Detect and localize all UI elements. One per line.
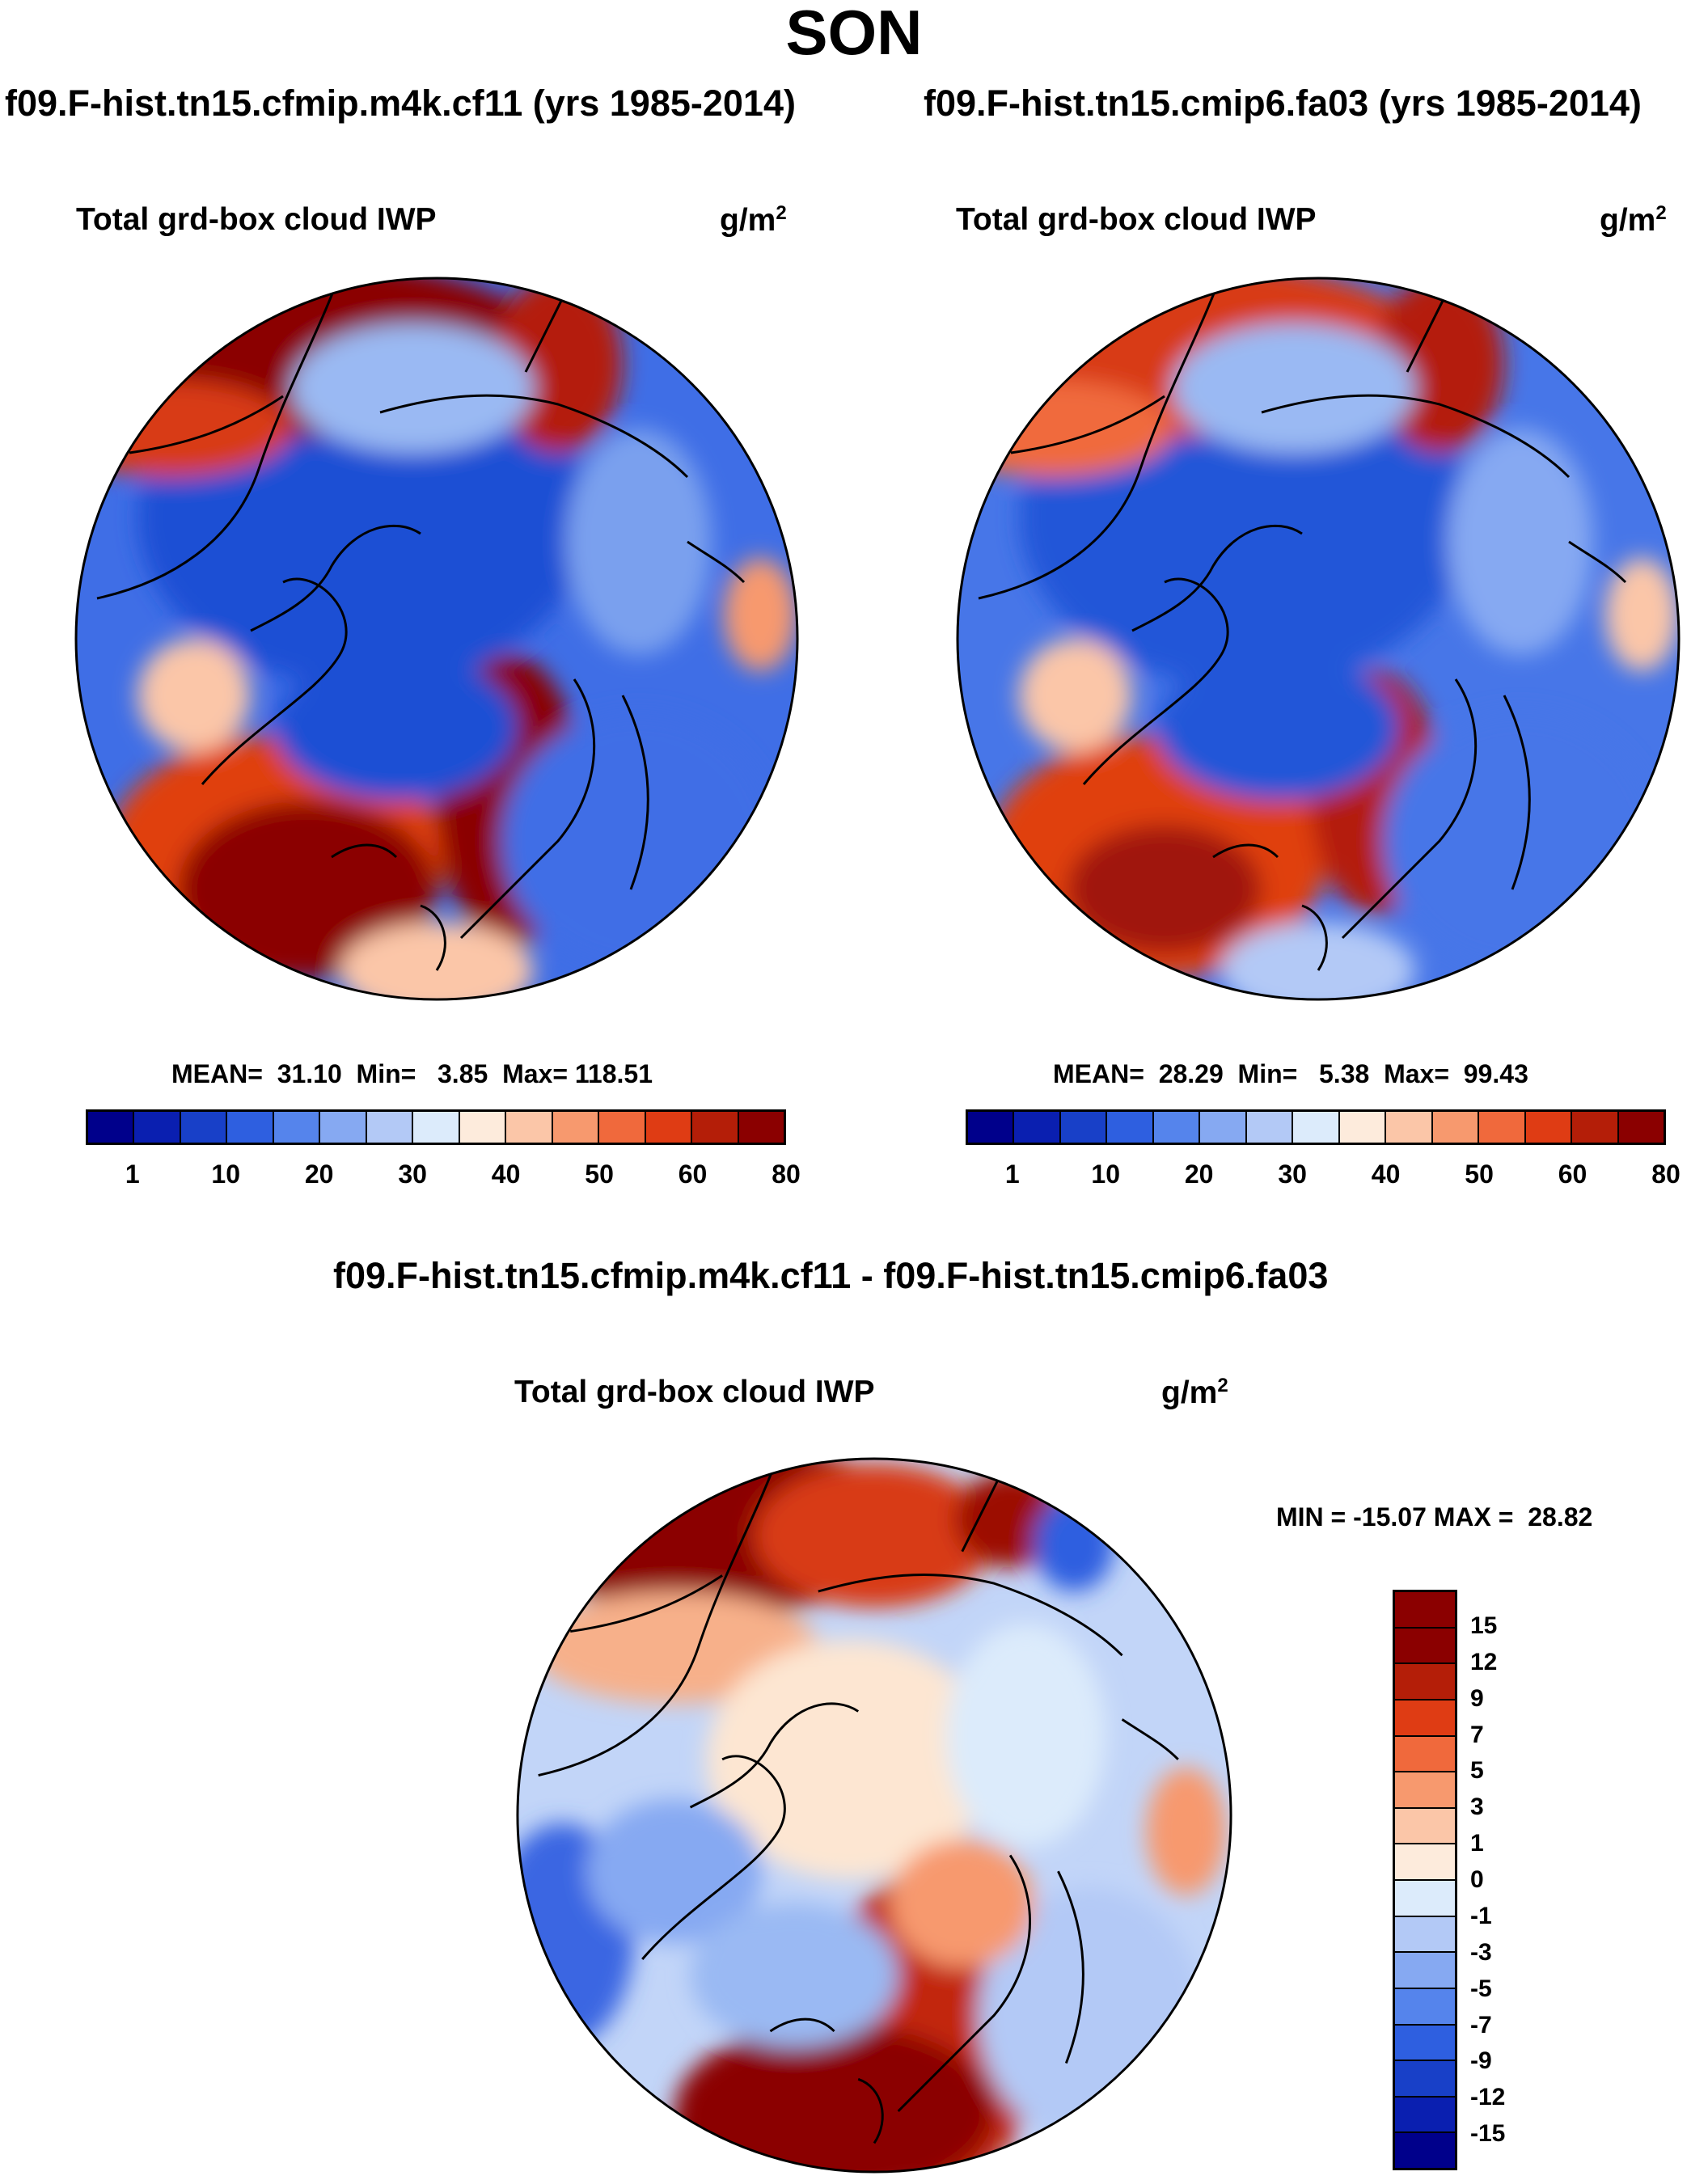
colorbar-label: 0: [1470, 1866, 1484, 1893]
colorbar-label: -12: [1470, 2084, 1506, 2111]
colorbar-swatch: [1293, 1112, 1340, 1143]
right-colorbar-labels: 1 10 20 30 40 50 60 80: [966, 1160, 1681, 1192]
colorbar-swatch: [1572, 1112, 1619, 1143]
colorbar-swatch: [1395, 1592, 1455, 1629]
colorbar-label: 40: [1371, 1160, 1401, 1189]
colorbar-label: 80: [1651, 1160, 1681, 1189]
right-run-title: f09.F-hist.tn15.cmip6.fa03 (yrs 1985-201…: [924, 82, 1642, 124]
colorbar-swatch: [1107, 1112, 1154, 1143]
colorbar-swatch: [413, 1112, 460, 1143]
right-colorbar: [966, 1109, 1666, 1145]
colorbar-swatch: [88, 1112, 135, 1143]
colorbar-swatch: [738, 1112, 784, 1143]
diff-units: g/m2: [1161, 1375, 1228, 1410]
colorbar-swatch: [1618, 1112, 1664, 1143]
season-title: SON: [785, 0, 923, 68]
colorbar-label: 5: [1470, 1757, 1484, 1785]
colorbar-label: -15: [1470, 2120, 1506, 2148]
colorbar-label: -9: [1470, 2047, 1492, 2075]
colorbar-swatch: [1395, 2025, 1455, 2062]
colorbar-label: -5: [1470, 1975, 1492, 2002]
left-colorbar-labels: 1 10 20 30 40 50 60 80: [86, 1160, 801, 1192]
colorbar-swatch: [1200, 1112, 1247, 1143]
colorbar-swatch: [968, 1112, 1015, 1143]
colorbar-swatch: [1395, 2133, 1455, 2168]
colorbar-label: 60: [678, 1160, 708, 1189]
colorbar-swatch: [1395, 2097, 1455, 2134]
colorbar-label: 50: [585, 1160, 614, 1189]
colorbar-label: 30: [398, 1160, 427, 1189]
colorbar-label: -7: [1470, 2011, 1492, 2038]
colorbar-label: 50: [1465, 1160, 1494, 1189]
colorbar-swatch: [366, 1112, 414, 1143]
colorbar-label: 1: [125, 1160, 140, 1189]
colorbar-swatch: [1395, 1772, 1455, 1809]
colorbar-swatch: [1395, 1953, 1455, 1989]
colorbar-label: 30: [1278, 1160, 1307, 1189]
colorbar-swatch: [1395, 1988, 1455, 2026]
colorbar-label: 80: [772, 1160, 801, 1189]
right-polar-map: [956, 277, 1681, 1001]
colorbar-swatch: [645, 1112, 693, 1143]
colorbar-swatch: [1395, 1736, 1455, 1773]
colorbar-swatch: [1395, 1916, 1455, 1954]
colorbar-swatch: [1395, 1881, 1455, 1917]
diff-stats: MIN = -15.07 MAX = 28.82: [1276, 1502, 1593, 1531]
colorbar-swatch: [599, 1112, 646, 1143]
diff-variable-title: Total grd-box cloud IWP: [514, 1375, 875, 1409]
colorbar-swatch: [1060, 1112, 1108, 1143]
colorbar-swatch: [1525, 1112, 1573, 1143]
diff-colorbar: [1393, 1590, 1457, 2170]
colorbar-swatch: [459, 1112, 507, 1143]
right-stats: MEAN= 28.29 Min= 5.38 Max= 99.43: [1053, 1059, 1528, 1088]
colorbar-swatch: [1153, 1112, 1201, 1143]
left-colorbar: [86, 1109, 786, 1145]
colorbar-label: -3: [1470, 1938, 1492, 1966]
colorbar-swatch: [180, 1112, 228, 1143]
colorbar-label: 15: [1470, 1612, 1498, 1639]
colorbar-label: -1: [1470, 1902, 1492, 1929]
colorbar-swatch: [1395, 2061, 1455, 2098]
colorbar-swatch: [1386, 1112, 1433, 1143]
colorbar-label: 1: [1004, 1160, 1020, 1189]
colorbar-swatch: [227, 1112, 274, 1143]
colorbar-swatch: [273, 1112, 321, 1143]
colorbar-label: 20: [1184, 1160, 1214, 1189]
left-stats: MEAN= 31.10 Min= 3.85 Max= 118.51: [171, 1059, 653, 1088]
colorbar-swatch: [1395, 1844, 1455, 1881]
right-units: g/m2: [1600, 202, 1667, 238]
colorbar-swatch: [1395, 1808, 1455, 1845]
colorbar-label: 20: [304, 1160, 334, 1189]
right-variable-title: Total grd-box cloud IWP: [956, 202, 1317, 237]
colorbar-swatch: [1246, 1112, 1294, 1143]
colorbar-label: 1: [1470, 1830, 1484, 1857]
diff-run-title: f09.F-hist.tn15.cfmip.m4k.cf11 - f09.F-h…: [333, 1255, 1329, 1296]
left-units: g/m2: [720, 202, 787, 238]
colorbar-label: 7: [1470, 1721, 1484, 1748]
diff-colorbar-labels: 15 12 9 7 5 3 1 0 -1 -3 -5 -7 -9 -12 -15: [1470, 1590, 1551, 2170]
left-polar-map: [74, 277, 799, 1001]
colorbar-swatch: [1479, 1112, 1526, 1143]
left-variable-title: Total grd-box cloud IWP: [76, 202, 437, 237]
colorbar-label: 3: [1470, 1793, 1484, 1821]
colorbar-label: 12: [1470, 1648, 1498, 1675]
diff-polar-map: [516, 1457, 1232, 2174]
colorbar-label: 10: [211, 1160, 240, 1189]
colorbar-swatch: [1395, 1664, 1455, 1700]
colorbar-swatch: [1014, 1112, 1061, 1143]
left-run-title: f09.F-hist.tn15.cfmip.m4k.cf11 (yrs 1985…: [5, 82, 796, 124]
colorbar-swatch: [1432, 1112, 1480, 1143]
colorbar-label: 60: [1558, 1160, 1588, 1189]
colorbar-label: 40: [491, 1160, 521, 1189]
colorbar-label: 9: [1470, 1684, 1484, 1712]
colorbar-swatch: [134, 1112, 181, 1143]
colorbar-swatch: [506, 1112, 553, 1143]
colorbar-swatch: [552, 1112, 600, 1143]
colorbar-swatch: [1395, 1700, 1455, 1737]
colorbar-swatch: [1339, 1112, 1387, 1143]
colorbar-swatch: [1395, 1628, 1455, 1665]
colorbar-swatch: [320, 1112, 367, 1143]
colorbar-label: 10: [1091, 1160, 1120, 1189]
colorbar-swatch: [692, 1112, 739, 1143]
